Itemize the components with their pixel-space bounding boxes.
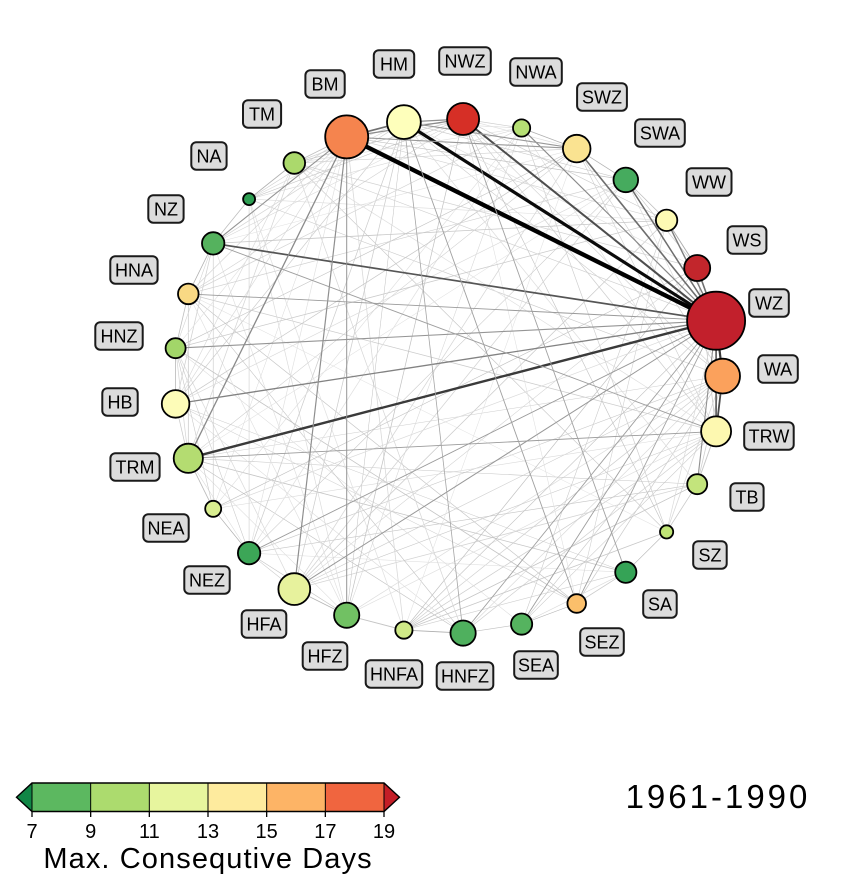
svg-text:1961-1990: 1961-1990 <box>626 778 811 815</box>
svg-text:NWZ: NWZ <box>445 51 486 71</box>
svg-text:NWA: NWA <box>515 62 556 82</box>
svg-text:BM: BM <box>312 74 339 94</box>
svg-text:WA: WA <box>764 359 792 379</box>
svg-text:17: 17 <box>314 821 336 843</box>
svg-text:SA: SA <box>648 594 672 614</box>
svg-text:9: 9 <box>85 821 96 843</box>
svg-text:TRM: TRM <box>116 457 155 477</box>
svg-text:WZ: WZ <box>755 293 783 313</box>
svg-text:HFA: HFA <box>246 614 281 634</box>
svg-text:TB: TB <box>735 487 758 507</box>
svg-text:SWA: SWA <box>640 123 680 143</box>
svg-text:Max. Consequtive Days: Max. Consequtive Days <box>43 843 372 875</box>
svg-text:HNZ: HNZ <box>101 326 138 346</box>
svg-text:13: 13 <box>197 821 219 843</box>
svg-text:HNA: HNA <box>115 260 153 280</box>
svg-text:SEZ: SEZ <box>584 632 619 652</box>
svg-text:15: 15 <box>256 821 278 843</box>
svg-text:HNFA: HNFA <box>370 664 418 684</box>
svg-text:TRW: TRW <box>749 426 790 446</box>
svg-text:NZ: NZ <box>154 199 178 219</box>
svg-text:WW: WW <box>692 172 726 192</box>
svg-text:NEA: NEA <box>147 518 184 538</box>
svg-text:WS: WS <box>733 230 762 250</box>
svg-text:7: 7 <box>26 821 37 843</box>
svg-text:SZ: SZ <box>698 545 721 565</box>
svg-text:NEZ: NEZ <box>189 570 225 590</box>
svg-text:SWZ: SWZ <box>582 87 622 107</box>
svg-text:11: 11 <box>139 821 160 843</box>
svg-text:19: 19 <box>373 821 395 843</box>
svg-text:HFZ: HFZ <box>308 646 343 666</box>
svg-text:TM: TM <box>249 104 275 124</box>
svg-text:NA: NA <box>196 146 221 166</box>
svg-text:HNFZ: HNFZ <box>441 666 489 686</box>
svg-text:HM: HM <box>380 54 408 74</box>
svg-text:HB: HB <box>107 392 132 412</box>
svg-text:SEA: SEA <box>518 655 554 675</box>
